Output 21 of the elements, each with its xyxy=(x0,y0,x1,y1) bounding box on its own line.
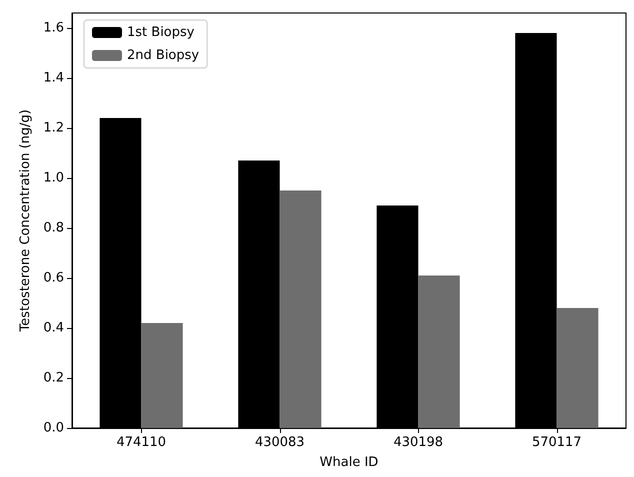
legend-label: 1st Biopsy xyxy=(127,25,195,40)
y-tick-label: 1.4 xyxy=(43,70,64,86)
y-tick-label: 0.2 xyxy=(43,370,64,386)
x-tick-label: 430083 xyxy=(254,435,305,450)
bar xyxy=(141,323,183,428)
y-tick-label: 0.4 xyxy=(43,320,64,336)
y-tick-label: 0.6 xyxy=(43,270,64,286)
x-tick-label: 430198 xyxy=(393,435,444,450)
y-axis-title: Testosterone Concentration (ng/g) xyxy=(18,109,33,333)
y-tick-label: 0.8 xyxy=(43,220,64,236)
bar xyxy=(280,190,322,428)
x-tick-label: 474110 xyxy=(116,435,166,450)
y-tick-label: 1.0 xyxy=(43,170,64,186)
x-axis-title: Whale ID xyxy=(320,455,378,470)
legend-label: 2nd Biopsy xyxy=(127,48,200,63)
y-tick-label: 1.2 xyxy=(43,120,64,136)
bar xyxy=(418,276,460,428)
bar xyxy=(556,308,598,428)
y-tick-label: 0.0 xyxy=(43,420,64,436)
x-tick-label: 570117 xyxy=(532,435,582,450)
y-tick-label: 1.6 xyxy=(43,20,64,36)
